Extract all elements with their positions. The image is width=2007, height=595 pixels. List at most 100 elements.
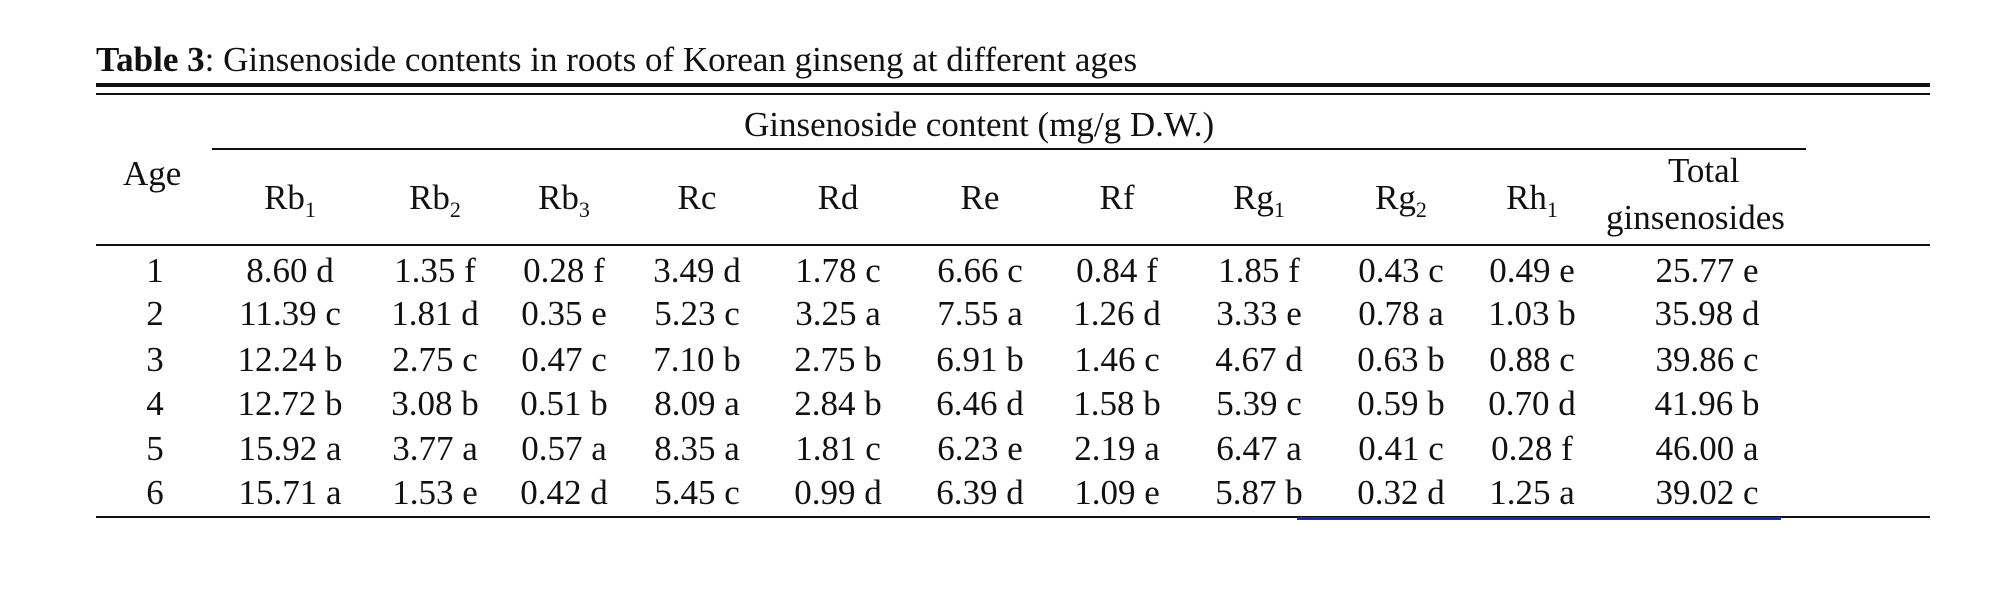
value-cell: 1.09 e: [1074, 473, 1160, 512]
header-bottom-rule: [96, 244, 1930, 246]
value-cell: 0.49 e: [1489, 251, 1575, 290]
group-header: Ginsenoside content (mg/g D.W.): [744, 105, 1215, 144]
value-cell: 8.60 d: [246, 251, 334, 290]
value-cell: 0.88 c: [1489, 340, 1575, 379]
value-cell: 2.75 c: [392, 340, 478, 379]
value-cell: 6.66 c: [937, 251, 1023, 290]
value-cell: 6.23 e: [937, 429, 1023, 468]
bottom-rule: [96, 516, 1930, 518]
table-caption: Table 3: Ginsenoside contents in roots o…: [96, 38, 1137, 82]
value-cell: 5.39 c: [1216, 384, 1302, 423]
column-header: Rh1: [1506, 176, 1558, 232]
value-cell: 6.46 d: [936, 384, 1024, 423]
value-cell: 1.58 b: [1073, 384, 1161, 423]
value-cell: 8.09 a: [654, 384, 740, 423]
value-cell: 15.92 a: [238, 429, 342, 468]
bottom-accent-line: [1297, 517, 1781, 520]
age-cell: 1: [146, 251, 164, 290]
value-cell: 6.91 b: [936, 340, 1024, 379]
column-header-subscript: 1: [1273, 197, 1285, 222]
age-cell: 5: [146, 429, 164, 468]
column-header-subscript: 2: [449, 197, 461, 222]
value-cell: 0.51 b: [520, 384, 608, 423]
column-header-base: Re: [960, 178, 1000, 217]
value-cell: 3.77 a: [392, 429, 478, 468]
value-cell: 5.23 c: [654, 294, 740, 333]
value-cell: 3.08 b: [391, 384, 479, 423]
value-cell: 1.81 c: [795, 429, 881, 468]
value-cell: 0.41 c: [1358, 429, 1444, 468]
column-header-base: Rh: [1506, 178, 1547, 217]
column-header: Rb1: [264, 176, 316, 232]
column-header-base: Rb: [538, 178, 579, 217]
value-cell: 1.46 c: [1074, 340, 1160, 379]
value-cell: 2.19 a: [1074, 429, 1160, 468]
column-header-base: Rb: [264, 178, 305, 217]
value-cell: 0.32 d: [1357, 473, 1445, 512]
column-header-subscript: 2: [1415, 197, 1427, 222]
value-cell: 7.10 b: [653, 340, 741, 379]
value-cell: 0.78 a: [1358, 294, 1444, 333]
value-cell: 7.55 a: [937, 294, 1023, 333]
row-header-age: Age: [123, 154, 182, 193]
value-cell: 0.42 d: [520, 473, 608, 512]
column-header-base: Rd: [817, 178, 859, 217]
column-header: Rc: [678, 176, 717, 220]
value-cell: 5.45 c: [654, 473, 740, 512]
value-cell: 6.47 a: [1216, 429, 1302, 468]
value-cell: 3.49 d: [653, 251, 741, 290]
value-cell: 0.28 f: [1491, 429, 1573, 468]
total-cell: 35.98 d: [1654, 294, 1760, 333]
value-cell: 0.63 b: [1357, 340, 1445, 379]
value-cell: 8.35 a: [654, 429, 740, 468]
value-cell: 1.53 e: [392, 473, 478, 512]
value-cell: 0.47 c: [521, 340, 607, 379]
column-header: Rf: [1100, 176, 1135, 220]
value-cell: 6.39 d: [936, 473, 1024, 512]
column-header: Re: [961, 176, 1000, 220]
column-header-base: Rg: [1375, 178, 1416, 217]
column-header-subscript: 3: [578, 197, 590, 222]
value-cell: 12.72 b: [237, 384, 343, 423]
total-header-line1: Total: [1668, 151, 1740, 190]
value-cell: 0.35 e: [521, 294, 607, 333]
value-cell: 3.33 e: [1216, 294, 1302, 333]
total-header-line2: ginsenosides: [1606, 198, 1785, 237]
top-rule-thin: [96, 93, 1930, 95]
column-header-base: Rb: [409, 178, 450, 217]
value-cell: 0.28 f: [523, 251, 605, 290]
value-cell: 1.81 d: [391, 294, 479, 333]
value-cell: 1.25 a: [1489, 473, 1575, 512]
value-cell: 1.85 f: [1218, 251, 1300, 290]
total-cell: 41.96 b: [1654, 384, 1760, 423]
column-header: Rg1: [1233, 176, 1285, 232]
column-header-base: Rf: [1099, 178, 1135, 217]
value-cell: 1.78 c: [795, 251, 881, 290]
value-cell: 15.71 a: [238, 473, 342, 512]
value-cell: 0.59 b: [1357, 384, 1445, 423]
value-cell: 1.03 b: [1488, 294, 1576, 333]
value-cell: 1.35 f: [394, 251, 476, 290]
value-cell: 0.99 d: [794, 473, 882, 512]
value-cell: 1.26 d: [1073, 294, 1161, 333]
value-cell: 4.67 d: [1215, 340, 1303, 379]
caption-text: : Ginsenoside contents in roots of Korea…: [204, 40, 1138, 79]
column-header: Rg2: [1375, 176, 1427, 232]
group-rule: [212, 148, 1806, 150]
total-cell: 46.00 a: [1655, 429, 1759, 468]
total-cell: 25.77 e: [1655, 251, 1759, 290]
value-cell: 2.84 b: [794, 384, 882, 423]
value-cell: 3.25 a: [795, 294, 881, 333]
value-cell: 0.43 c: [1358, 251, 1444, 290]
column-header-base: Rc: [677, 178, 717, 217]
value-cell: 12.24 b: [237, 340, 343, 379]
value-cell: 0.84 f: [1076, 251, 1158, 290]
value-cell: 5.87 b: [1215, 473, 1303, 512]
total-cell: 39.02 c: [1655, 473, 1759, 512]
column-header-subscript: 1: [304, 197, 316, 222]
value-cell: 0.70 d: [1488, 384, 1576, 423]
age-cell: 4: [146, 384, 164, 423]
value-cell: 2.75 b: [794, 340, 882, 379]
age-cell: 3: [146, 340, 164, 379]
column-header-base: Rg: [1233, 178, 1274, 217]
